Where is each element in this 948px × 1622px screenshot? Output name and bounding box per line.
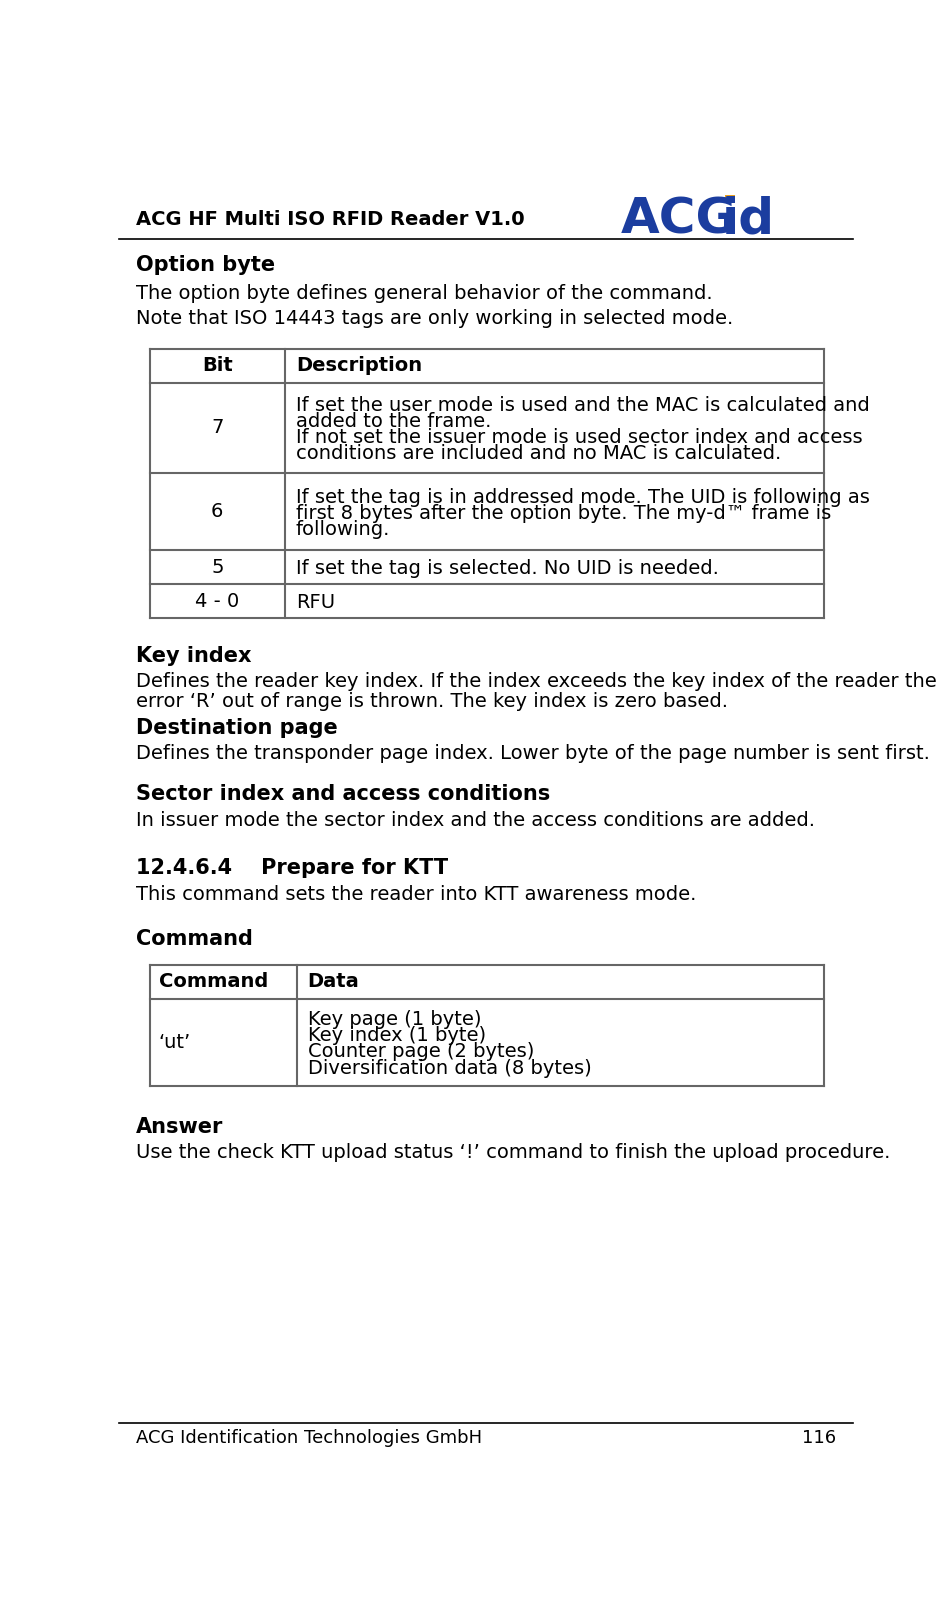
- Text: 12.4.6.4    Prepare for KTT: 12.4.6.4 Prepare for KTT: [136, 858, 447, 879]
- Text: If not set the issuer mode is used sector index and access: If not set the issuer mode is used secto…: [296, 428, 863, 448]
- Text: 5: 5: [211, 558, 224, 577]
- Text: Defines the reader key index. If the index exceeds the key index of the reader t: Defines the reader key index. If the ind…: [136, 672, 937, 691]
- Text: Answer: Answer: [136, 1118, 223, 1137]
- Text: Note that ISO 14443 tags are only working in selected mode.: Note that ISO 14443 tags are only workin…: [136, 308, 733, 328]
- Text: If set the user mode is used and the MAC is calculated and: If set the user mode is used and the MAC…: [296, 396, 869, 415]
- Text: Bit: Bit: [202, 357, 232, 375]
- Text: Command: Command: [136, 929, 252, 949]
- Text: Data: Data: [307, 972, 359, 991]
- Text: error ‘R’ out of range is thrown. The key index is zero based.: error ‘R’ out of range is thrown. The ke…: [136, 693, 727, 710]
- Text: 4 - 0: 4 - 0: [195, 592, 240, 611]
- Text: following.: following.: [296, 521, 391, 539]
- Text: id: id: [721, 195, 775, 243]
- Text: If set the tag is selected. No UID is needed.: If set the tag is selected. No UID is ne…: [296, 560, 719, 577]
- Text: first 8 bytes after the option byte. The my-d™ frame is: first 8 bytes after the option byte. The…: [296, 504, 831, 522]
- Text: Sector index and access conditions: Sector index and access conditions: [136, 785, 550, 805]
- Text: Option byte: Option byte: [136, 255, 275, 274]
- Text: Key index: Key index: [136, 646, 251, 667]
- Text: ACG Identification Technologies GmbH: ACG Identification Technologies GmbH: [136, 1429, 482, 1447]
- Text: added to the frame.: added to the frame.: [296, 412, 491, 431]
- Text: Description: Description: [296, 357, 422, 375]
- Text: RFU: RFU: [296, 594, 335, 611]
- Text: Defines the transponder page index. Lower byte of the page number is sent first.: Defines the transponder page index. Lowe…: [136, 744, 929, 764]
- Text: conditions are included and no MAC is calculated.: conditions are included and no MAC is ca…: [296, 444, 781, 464]
- Text: Diversification data (8 bytes): Diversification data (8 bytes): [307, 1059, 592, 1077]
- Text: This command sets the reader into KTT awareness mode.: This command sets the reader into KTT aw…: [136, 884, 696, 903]
- Text: The option byte defines general behavior of the command.: The option byte defines general behavior…: [136, 284, 712, 303]
- Text: 7: 7: [211, 418, 224, 438]
- Bar: [724, 193, 735, 203]
- Text: ACG HF Multi ISO RFID Reader V1.0: ACG HF Multi ISO RFID Reader V1.0: [136, 209, 524, 229]
- Text: In issuer mode the sector index and the access conditions are added.: In issuer mode the sector index and the …: [136, 811, 814, 829]
- Text: Key page (1 byte): Key page (1 byte): [307, 1011, 481, 1028]
- Text: 6: 6: [211, 503, 224, 521]
- Text: Destination page: Destination page: [136, 719, 337, 738]
- Text: ‘ut’: ‘ut’: [159, 1033, 191, 1053]
- Text: Use the check KTT upload status ‘!’ command to finish the upload procedure.: Use the check KTT upload status ‘!’ comm…: [136, 1144, 890, 1163]
- Text: ACG: ACG: [621, 195, 738, 243]
- Text: If set the tag is in addressed mode. The UID is following as: If set the tag is in addressed mode. The…: [296, 488, 870, 506]
- Text: 116: 116: [802, 1429, 836, 1447]
- Text: Counter page (2 bytes): Counter page (2 bytes): [307, 1043, 534, 1061]
- Text: Command: Command: [159, 972, 268, 991]
- Text: Key index (1 byte): Key index (1 byte): [307, 1027, 485, 1045]
